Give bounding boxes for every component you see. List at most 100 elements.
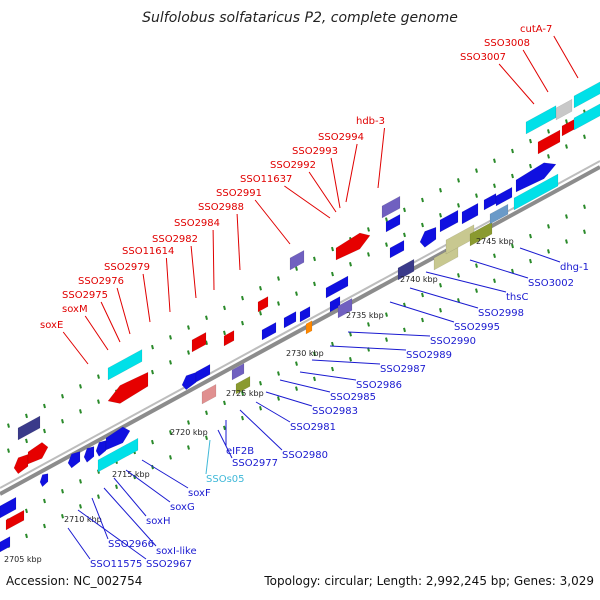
label-leader-line [425,271,507,293]
track-guide-dot [241,390,244,396]
label-leader-line [142,273,151,323]
track-guide-dot [241,320,244,326]
track-guide-dot [475,263,478,268]
label-leader-line [91,497,109,540]
gene-feature [107,349,143,381]
label-leader-line [279,379,331,393]
backbone-line [0,160,600,489]
gene-label: SSO11614 [122,246,174,257]
track-guide-dot [331,366,334,372]
label-leader-line [519,247,561,263]
track-guides [7,109,586,548]
track-guide-dot [25,413,28,419]
track-guide-dot [511,243,514,249]
label-leader-line [84,315,109,351]
gene-feature [27,442,49,465]
gene-label: SSO2994 [318,132,364,143]
track-guide-dot [529,258,532,264]
track-guide-dot [331,271,334,277]
track-guide-dot [169,360,172,365]
track-guide-dot [457,273,460,278]
gene-feature [67,451,81,469]
gene-feature [495,186,513,207]
track-guide-dot [259,311,262,316]
gene-label: SSO2986 [356,380,402,391]
label-leader-line [116,287,131,335]
track-guide-dot [61,488,64,494]
label-leader-line [299,371,357,381]
label-leader-line [77,509,147,560]
gene-feature [39,473,49,488]
gene-feature [335,232,371,261]
track-guide-dot [457,298,460,303]
track-guide-dot [475,168,478,173]
track-guide-dot [547,129,550,134]
gene-feature [461,202,479,225]
track-guide-dot [205,340,208,345]
gene-label: SSOs05 [206,474,245,485]
track-guide-dot [583,204,586,209]
label-leader-line [377,127,385,189]
label-leader-line [553,35,579,79]
gene-feature [385,213,401,233]
track-guide-dot [61,513,64,519]
track-guide-dot [529,163,532,169]
track-guide-dot [61,418,64,424]
track-guide-dot [25,533,28,539]
gene-feature [389,239,405,259]
label-leader-line [113,477,147,517]
track-guide-dot [313,351,316,357]
track-guide-dot [313,376,316,382]
track-guide-dot [457,203,460,208]
label-leader-line [345,143,358,203]
track-guide-dot [241,295,244,301]
track-guide-dot [25,508,28,514]
scale-tick-label: 2720 kbp [170,428,208,437]
gene-feature [573,81,600,109]
track-guide-dot [403,327,406,333]
track-guide-dot [403,207,406,213]
label-leader-line [205,439,211,475]
track-guide-dot [295,386,298,391]
gene-feature [223,330,235,347]
track-guide-dot [565,144,568,149]
scale-tick-label: 2725 kbp [226,389,264,398]
gene-feature [305,320,313,335]
track-guide-dot [547,224,550,229]
track-guide-dot [79,409,82,414]
track-guide-dot [241,415,244,421]
scale-tick-label: 2740 kbp [400,275,438,284]
track-guide-dot [475,193,478,198]
track-guide-dot [151,439,154,445]
track-guide-dot [565,214,568,219]
track-guide-dot [475,288,478,293]
track-guide-dot [583,134,586,139]
gene-feature [573,103,600,131]
label-leader-line [165,257,171,313]
label-leader-line [409,287,479,309]
label-leader-line [330,157,341,209]
track-guide-dot [349,262,352,267]
label-leader-line [265,391,313,407]
gene-feature [397,258,415,281]
gene-feature [201,383,217,405]
gene-feature [419,226,437,248]
gene-label: SSO2989 [406,350,452,361]
track-guide-dot [421,222,424,228]
track-guide-dot [439,282,442,288]
track-guide-dot [205,410,208,415]
gene-feature [439,209,459,233]
label-leader-line [100,301,121,343]
label-leader-line [311,359,381,365]
track-guide-dot [439,212,442,218]
gene-feature [555,98,573,121]
track-guide-dot [223,400,226,406]
gene-feature [257,296,269,313]
gene-feature [489,203,509,225]
track-guide-dot [97,399,100,404]
gene-feature [181,372,197,391]
gene-label: SSO3007 [460,52,506,63]
track-guide-dot [115,484,118,490]
gene-feature [283,311,297,329]
